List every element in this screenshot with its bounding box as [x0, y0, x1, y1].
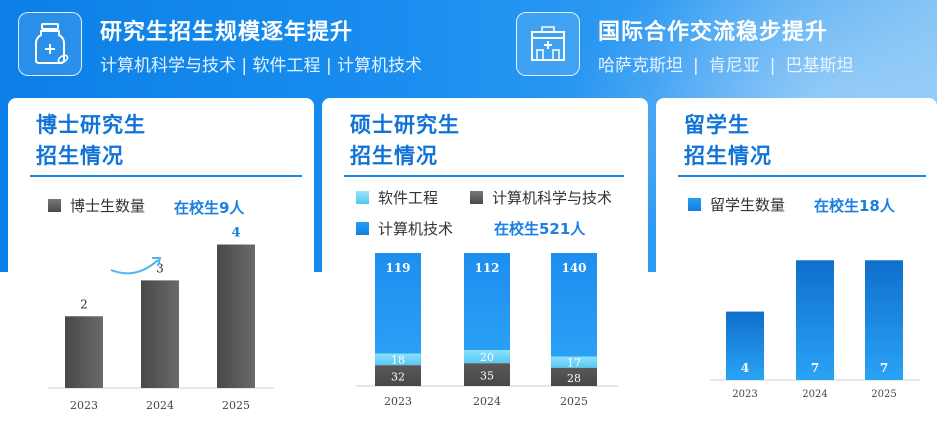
phd-x-tick: 2023: [70, 399, 98, 412]
legend-swatch: [356, 191, 369, 204]
master-bar-software-2023: [375, 353, 421, 366]
intl-in-school: 在校生18人: [814, 197, 895, 215]
master-title-line1: 硕士研究生: [350, 113, 460, 137]
master-legend-software: 软件工程: [356, 187, 438, 208]
phd-x-tick: 2025: [222, 399, 250, 412]
master-legend-cs: 计算机科学与技术: [470, 187, 612, 208]
intl-bar-2023: [726, 311, 764, 380]
master-bar-software-2025: [551, 356, 597, 368]
master-x-tick: 2023: [384, 395, 412, 408]
master-software-value: 20: [480, 351, 494, 364]
intl-legend-label: 留学生数量: [710, 196, 786, 214]
header-right-title: 国际合作交流稳步提升: [598, 20, 829, 45]
header-left-subtitle: 计算机科学与技术 | 软件工程 | 计算机技术: [100, 56, 423, 76]
intl-bar-2024: [796, 260, 834, 380]
master-software-value: 17: [567, 356, 581, 369]
phd-card-title: 博士研究生 招生情况: [36, 110, 146, 172]
phd-value-label: 3: [156, 261, 164, 275]
master-title-line2: 招生情况: [350, 144, 438, 168]
intl-card-title: 留学生 招生情况: [684, 110, 772, 172]
growth-arrow-icon: [110, 257, 162, 275]
phd-bar-2024: [141, 280, 179, 388]
country-kenya: 肯尼亚: [708, 56, 760, 76]
intl-legend-item: 留学生数量: [688, 194, 785, 215]
master-legend-cs-label: 计算机科学与技术: [492, 189, 613, 207]
master-cs-value: 32: [391, 371, 405, 384]
intl-card: 留学生 招生情况 留学生数量 在校生18人 4 2023 7 2024 7 2025: [656, 98, 937, 426]
intl-value-label: 7: [811, 361, 819, 375]
intl-bar-chart: 4 2023 7 2024 7 2025: [710, 260, 920, 400]
legend-swatch: [48, 199, 61, 212]
master-card-title: 硕士研究生 招生情况: [350, 110, 460, 172]
header-right-subtitle: 哈萨克斯坦 | 肯尼亚 | 巴基斯坦: [598, 51, 853, 76]
master-in-school: 在校生521人: [494, 220, 586, 238]
phd-title-line1: 博士研究生: [36, 113, 146, 137]
master-bar-ct-2024: [464, 253, 510, 351]
medicine-bottle-icon: [18, 12, 82, 76]
master-legend-software-label: 软件工程: [378, 189, 439, 207]
intl-bar-2025: [865, 260, 903, 380]
master-bar-cs-2025: [551, 367, 597, 386]
master-ct-value: 140: [561, 261, 586, 275]
header-left-title: 研究生招生规模逐年提升: [100, 20, 354, 45]
phd-x-tick: 2024: [146, 399, 174, 412]
subtitle-separator: |: [693, 56, 699, 76]
master-bar-ct-2023: [375, 253, 421, 354]
country-pakistan: 巴基斯坦: [785, 56, 854, 76]
phd-title-line2: 招生情况: [36, 144, 124, 168]
intl-x-tick: 2024: [802, 389, 827, 400]
phd-card: 博士研究生 招生情况 博士生数量 在校生9人 2 2023 3 2024 4 2025: [8, 98, 314, 426]
phd-legend-label: 博士生数量: [70, 197, 146, 215]
master-cs-value: 35: [480, 370, 494, 383]
phd-bar-2025: [217, 244, 255, 388]
legend-swatch: [688, 198, 701, 211]
phd-bar-chart: 2 2023 3 2024 4 2025: [48, 226, 274, 412]
master-software-value: 18: [391, 353, 405, 366]
legend-swatch: [356, 222, 369, 235]
hospital-building-icon: [516, 12, 580, 76]
master-ct-value: 119: [385, 261, 410, 275]
legend-swatch: [470, 191, 483, 204]
subtitle-separator: |: [769, 56, 776, 76]
master-title-rule: [344, 175, 624, 177]
master-legend-ct-label: 计算机技术: [378, 220, 454, 238]
master-bar-cs-2023: [375, 365, 421, 386]
intl-title-line2: 招生情况: [684, 144, 772, 168]
intl-title-rule: [678, 175, 926, 177]
phd-value-label: 2: [80, 297, 88, 311]
master-ct-value: 112: [474, 261, 499, 275]
phd-bar-2023: [65, 316, 103, 388]
master-x-tick: 2024: [473, 395, 501, 408]
master-bar-chart: 119 18 32 2023 112 20 35 2024 140 17 28 2025: [356, 253, 618, 408]
master-x-tick: 2025: [560, 395, 588, 408]
master-legend-ct: 计算机技术: [356, 218, 453, 239]
phd-legend-item: 博士生数量: [48, 195, 145, 216]
intl-title-line1: 留学生: [684, 113, 750, 137]
master-bar-software-2024: [464, 350, 510, 364]
intl-x-tick: 2025: [871, 389, 896, 400]
intl-value-label: 7: [880, 361, 888, 375]
master-card: 硕士研究生 招生情况 软件工程 计算机科学与技术 计算机技术 在校生521人 1…: [322, 98, 648, 426]
phd-in-school: 在校生9人: [174, 199, 245, 217]
master-bar-ct-2025: [551, 253, 597, 357]
master-cs-value: 28: [567, 372, 581, 385]
intl-x-tick: 2023: [732, 389, 757, 400]
country-kazakhstan: 哈萨克斯坦: [598, 56, 683, 76]
master-bar-cs-2024: [464, 363, 510, 386]
intl-value-label: 4: [741, 361, 749, 375]
phd-value-label: 4: [231, 226, 240, 241]
phd-title-rule: [30, 175, 302, 177]
